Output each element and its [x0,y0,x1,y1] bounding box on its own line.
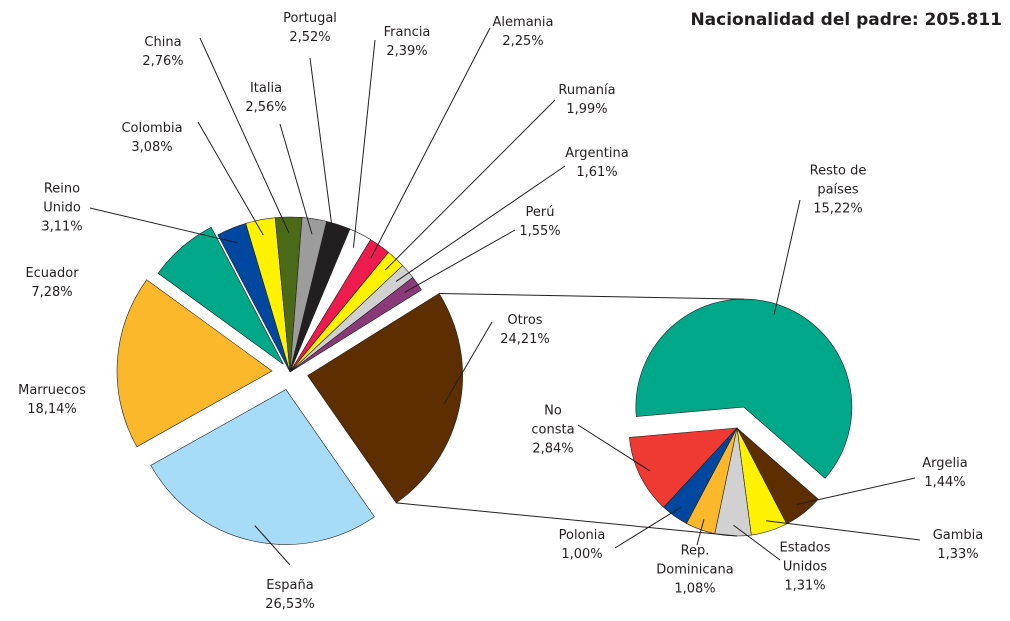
value-label: 2,52% [289,30,331,45]
category-label: Otros [507,313,543,328]
slice-label: Resto de países 15,22% [810,162,867,219]
category-label: China [144,35,182,50]
slice-label: Rumanía 1,99% [558,81,615,119]
slice-label: Gambia 1,33% [933,526,984,564]
slice-label: Polonia 1,00% [559,526,606,564]
leader-line [733,524,781,561]
value-label: 26,53% [265,597,315,612]
leader-line [89,207,238,244]
slice-label: Marruecos 18,14% [18,381,86,419]
pie-slice [629,427,738,508]
leader-line [309,57,335,240]
category-label: Ecuador [25,266,79,281]
value-label: 2,76% [142,54,184,69]
category-label: Francia [383,25,431,40]
slice-label: España 26,53% [265,576,315,614]
category-label: Gambia [932,528,984,543]
slice-label: Francia 2,39% [384,23,431,61]
slice-label: Argentina 1,61% [565,144,628,182]
slice-label: Alemania 2,25% [493,13,554,51]
category-label: Colombia [121,121,183,136]
leader-line [577,424,650,472]
leader-line [443,321,493,404]
slice-label: No consta 2,84% [531,402,574,459]
value-label: 15,22% [813,201,863,217]
pie-slice [635,298,853,479]
category-label: Resto de países [809,163,867,198]
slice-label: Estados Unidos 1,31% [779,539,830,596]
slice-label: Reino Unido 3,11% [41,180,82,237]
value-label: 24,21% [500,332,550,347]
category-label: Rep. Dominicana [656,543,734,578]
slice-label: Colombia 3,08% [121,119,182,157]
pie-slice [289,277,422,373]
value-label: 2,39% [386,44,428,59]
leader-line [796,477,916,506]
category-label: No consta [531,403,575,438]
category-label: España [266,578,314,593]
value-label: 1,31% [784,578,826,594]
value-label: 2,56% [245,100,287,115]
value-label: 1,00% [561,547,603,562]
value-label: 3,08% [131,140,173,155]
category-label: Alemania [492,15,554,30]
category-label: Portugal [283,11,337,26]
category-label: Polonia [558,528,606,543]
value-label: 1,99% [566,102,608,117]
value-label: 1,44% [924,475,966,490]
leader-line [404,229,516,293]
slice-label: China 2,76% [142,33,183,71]
leader-line [773,199,801,315]
pie-slice [157,226,284,365]
leader-line [766,520,921,541]
value-label: 18,14% [27,402,77,417]
pie-slice [150,389,375,545]
slice-label: Otros 24,21% [500,311,550,349]
category-label: Perú [525,205,555,220]
slice-label: Portugal 2,52% [283,9,337,47]
category-label: Argelia [922,456,968,471]
value-label: 1,33% [937,547,979,562]
pie-slice [307,293,463,504]
value-label: 7,28% [31,285,73,300]
slice-label: Ecuador 7,28% [25,264,78,302]
value-label: 1,61% [576,165,618,180]
slice-label: Argelia 1,44% [922,454,967,492]
leader-line [395,165,566,282]
category-label: Italia [249,81,283,96]
category-label: Estados Unidos [779,540,831,575]
pie-slice [116,279,273,448]
leader-line [197,121,264,236]
value-label: 1,55% [519,224,561,239]
value-label: 2,25% [502,34,544,49]
chart-title: Nacionalidad del padre: 205.811 [690,10,1002,30]
category-label: Marruecos [18,383,86,398]
connector-line [396,502,738,537]
leader-line [199,37,290,233]
value-label: 3,11% [41,219,83,235]
category-label: Argentina [565,146,629,161]
category-label: Reino Unido [43,181,81,216]
leader-line [370,27,491,259]
leader-line [279,123,313,235]
slice-label: Italia 2,56% [245,79,286,117]
leader-line [352,39,376,248]
slice-label: Perú 1,55% [519,203,560,241]
value-label: 2,84% [532,441,574,457]
category-label: Rumanía [558,83,616,98]
connector-line [439,292,744,300]
leader-line [254,525,291,566]
leader-line [384,99,556,271]
slice-label: Rep. Dominicana 1,08% [656,542,733,599]
value-label: 1,08% [674,581,716,597]
